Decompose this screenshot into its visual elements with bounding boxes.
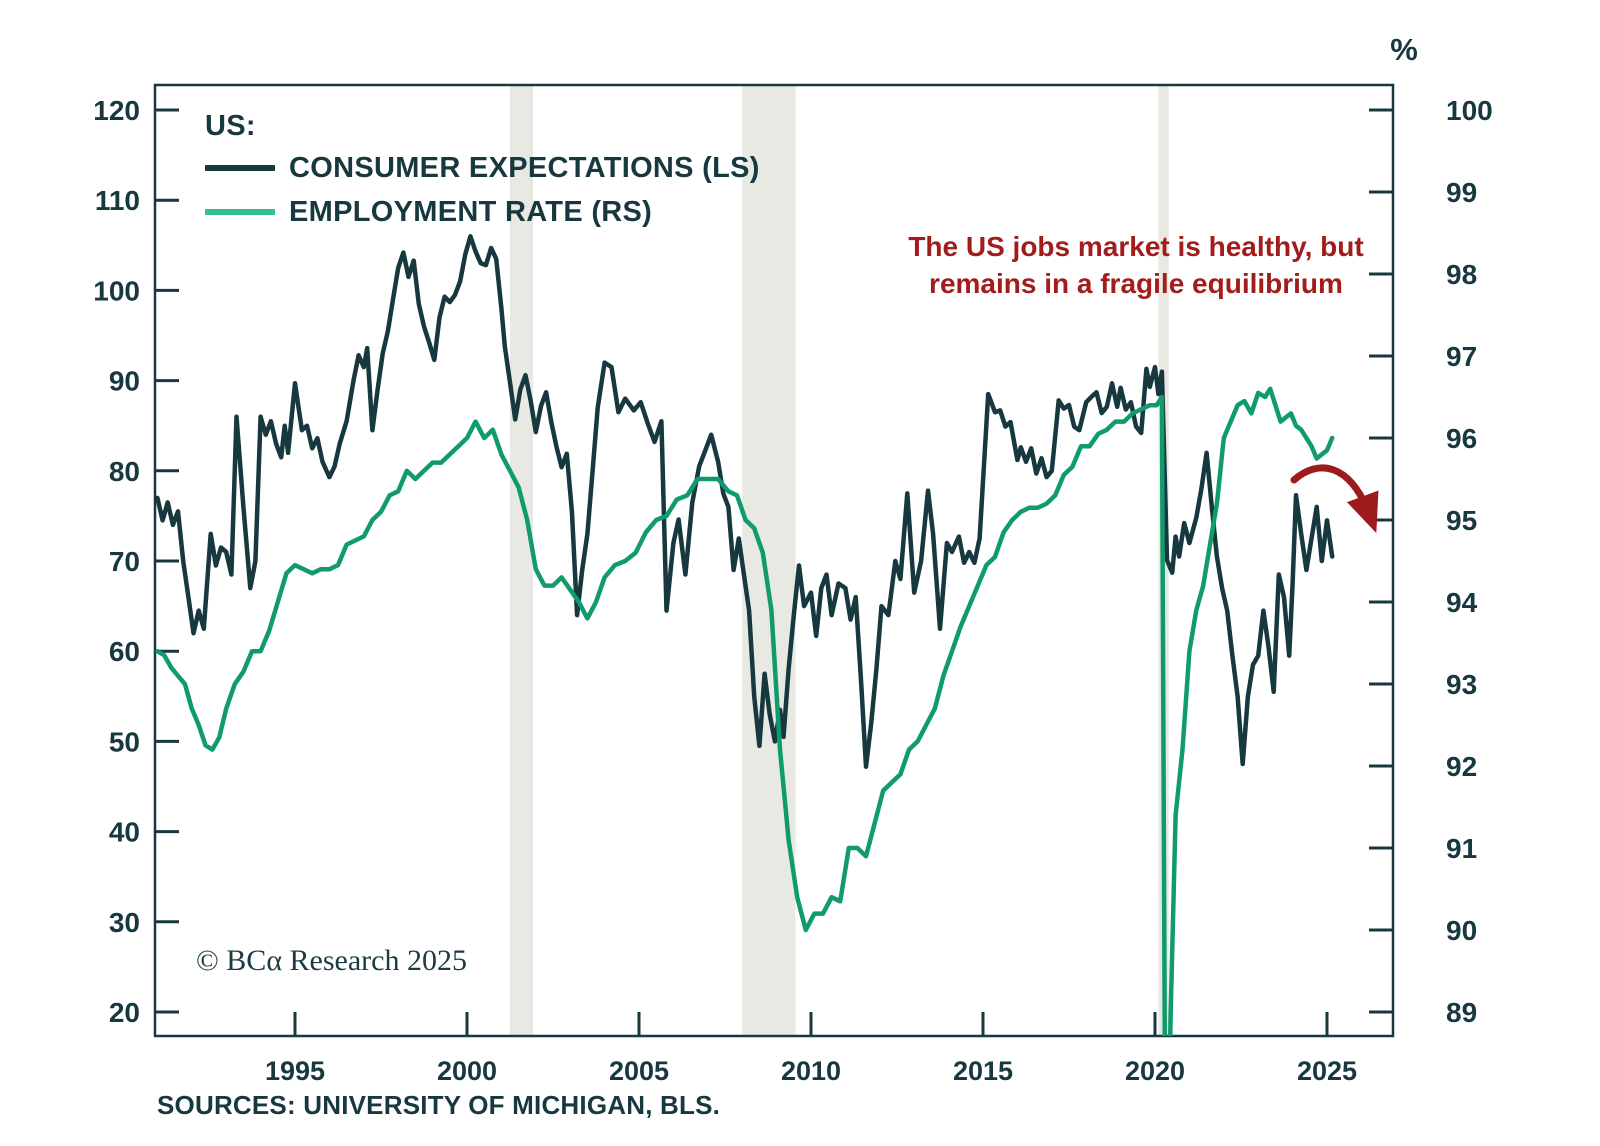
employment-rate-swatch [205, 209, 275, 215]
right-axis-tick-label: 89 [1446, 997, 1477, 1028]
consumer-expectations-swatch [205, 165, 275, 171]
x-axis-tick-label: 2025 [1297, 1056, 1357, 1086]
left-axis-tick-label: 120 [93, 95, 140, 126]
left-axis-tick-label: 80 [109, 456, 140, 487]
annotation-line-2: remains in a fragile equilibrium [929, 268, 1343, 299]
right-axis-unit-label: % [1390, 32, 1418, 67]
copyright-notice: © BCα Research 2025 [196, 944, 467, 977]
left-axis-tick-label: 20 [109, 997, 140, 1028]
right-axis-tick-label: 94 [1446, 587, 1478, 618]
left-axis-tick-label: 40 [109, 817, 140, 848]
x-axis-tick-label: 2010 [781, 1056, 841, 1086]
right-axis-tick-label: 90 [1446, 915, 1477, 946]
employment-rate-line [155, 386, 1335, 1036]
right-axis-tick-label: 97 [1446, 341, 1477, 372]
x-axis-tick-label: 1995 [265, 1056, 325, 1086]
legend-item-consumer-expectations: CONSUMER EXPECTATIONS (LS) [205, 146, 760, 190]
right-axis-tick-label: 99 [1446, 177, 1477, 208]
left-axis-tick-label: 100 [93, 275, 140, 306]
annotation-callout: The US jobs market is healthy, but remai… [880, 228, 1392, 302]
left-axis-tick-label: 60 [109, 636, 140, 667]
x-axis-tick-label: 2015 [953, 1056, 1013, 1086]
recession-band [510, 85, 534, 1036]
legend-item-label: CONSUMER EXPECTATIONS (LS) [289, 151, 760, 184]
left-axis-tick-label: 70 [109, 546, 140, 577]
consumer-expectations-line [155, 234, 1335, 769]
right-axis-tick-label: 92 [1446, 751, 1477, 782]
x-axis-tick-label: 2005 [609, 1056, 669, 1086]
x-axis-tick-label: 2020 [1125, 1056, 1185, 1086]
right-axis-tick-label: 100 [1446, 95, 1493, 126]
recession-band [742, 85, 796, 1036]
left-axis-tick-label: 110 [95, 185, 140, 216]
x-axis-tick-label: 2000 [437, 1056, 497, 1086]
legend-item-label: EMPLOYMENT RATE (RS) [289, 195, 653, 228]
right-axis-tick-label: 91 [1446, 833, 1477, 864]
legend: US: CONSUMER EXPECTATIONS (LS) EMPLOYMEN… [205, 106, 760, 234]
left-axis-tick-label: 30 [109, 907, 140, 938]
right-axis-tick-label: 98 [1446, 259, 1477, 290]
sources-note: SOURCES: UNIVERSITY OF MICHIGAN, BLS. [157, 1090, 721, 1120]
annotation-line-1: The US jobs market is healthy, but [908, 231, 1364, 262]
right-axis-tick-label: 96 [1446, 423, 1477, 454]
left-axis-tick-label: 90 [109, 366, 140, 397]
downward-arrow-icon [1290, 464, 1379, 534]
legend-group-label: US: [205, 109, 256, 142]
legend-item-employment-rate: EMPLOYMENT RATE (RS) [205, 190, 760, 234]
left-axis-tick-label: 50 [109, 726, 140, 757]
right-axis-tick-label: 95 [1446, 505, 1477, 536]
right-axis-tick-label: 93 [1446, 669, 1477, 700]
